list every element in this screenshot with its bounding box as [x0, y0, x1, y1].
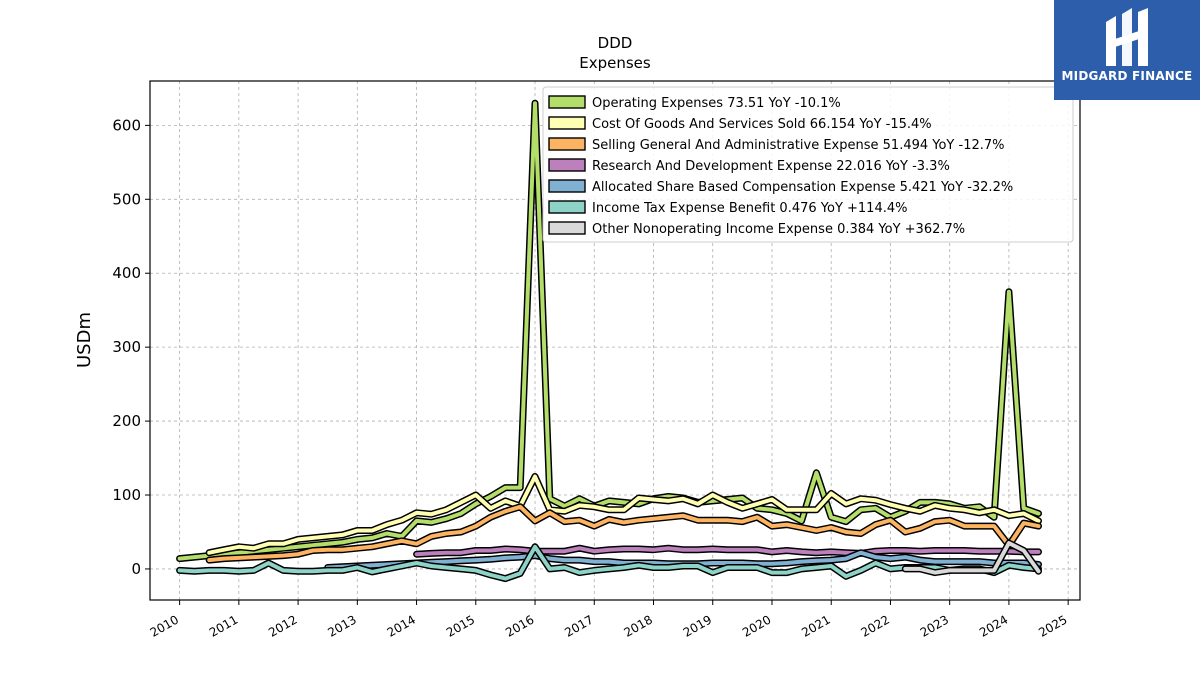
x-tick-label: 2022: [858, 612, 891, 639]
legend-label: Research And Development Expense 22.016 …: [592, 159, 950, 174]
legend-swatch: [548, 221, 586, 235]
y-tick-label: 400: [112, 264, 141, 282]
series-6: [176, 543, 1042, 583]
legend-swatch: [548, 116, 586, 130]
series-line: [177, 544, 1041, 581]
series-line: [207, 504, 1041, 563]
legend-swatch: [548, 158, 586, 172]
y-axis-ticks: 0 100 200 300 400 500 600: [112, 116, 150, 578]
x-tick-label: 2014: [385, 612, 418, 639]
x-tick-label: 2019: [681, 612, 714, 639]
x-tick-label: 2012: [266, 612, 299, 639]
legend-label: Operating Expenses 73.51 YoY -10.1%: [592, 96, 841, 111]
legend: Operating Expenses 73.51 YoY -10.1% Cost …: [542, 86, 1074, 243]
x-tick-label: 2010: [148, 612, 181, 639]
y-tick-label: 200: [112, 412, 141, 430]
legend-label: Cost Of Goods And Services Sold 66.154 Y…: [592, 117, 932, 132]
x-tick-label: 2013: [325, 612, 358, 639]
legend-label: Other Nonoperating Income Expense 0.384 …: [592, 222, 965, 237]
legend-label: Income Tax Expense Benefit 0.476 YoY +11…: [592, 201, 907, 216]
y-tick-label: 100: [112, 486, 141, 504]
series-line: [177, 101, 1041, 561]
series-7: [901, 539, 1042, 577]
x-tick-label: 2016: [503, 612, 536, 639]
brand-name: MIDGARD FINANCE: [1061, 69, 1193, 83]
midgard-logo-icon: [1106, 8, 1148, 66]
legend-label: Allocated Share Based Compensation Expen…: [592, 180, 1013, 195]
y-tick-label: 600: [112, 116, 141, 134]
x-tick-label: 2023: [918, 612, 951, 639]
y-axis-label: USDm: [74, 312, 95, 368]
legend-swatch: [548, 95, 586, 109]
x-axis-ticks: 2010 2011 2012 2013 2014 2015 2016 2017 2018 2019…: [148, 600, 1070, 640]
series-line: [414, 546, 1041, 557]
x-tick-label: 2020: [740, 612, 773, 639]
legend-label: Selling General And Administrative Expen…: [592, 138, 1005, 153]
x-tick-label: 2021: [799, 612, 832, 639]
legend-swatch: [548, 137, 586, 151]
x-tick-label: 2017: [562, 612, 595, 639]
y-tick-label: 500: [112, 190, 141, 208]
series-4: [413, 544, 1042, 558]
x-tick-label: 2011: [207, 612, 240, 639]
plot-frame: [149, 80, 1081, 601]
series-line: [207, 474, 1041, 555]
series-lines: [176, 99, 1042, 583]
y-tick-label: 300: [112, 338, 141, 356]
chart-subtitle: Expenses: [579, 54, 651, 72]
x-tick-label: 2024: [977, 612, 1010, 639]
y-tick-label: 0: [131, 560, 141, 578]
legend-swatch: [548, 179, 586, 193]
series-line: [903, 541, 1041, 575]
x-tick-label: 2025: [1036, 612, 1069, 639]
chart-title: DDD: [598, 34, 633, 52]
legend-box: [542, 86, 1074, 243]
x-tick-label: 2015: [444, 612, 477, 639]
series-3: [205, 503, 1042, 564]
series-1: [176, 99, 1042, 563]
series-2: [205, 473, 1042, 557]
brand-logo: MIDGARD FINANCE: [1054, 0, 1200, 100]
x-tick-label: 2018: [622, 612, 655, 639]
legend-swatch: [548, 200, 586, 214]
